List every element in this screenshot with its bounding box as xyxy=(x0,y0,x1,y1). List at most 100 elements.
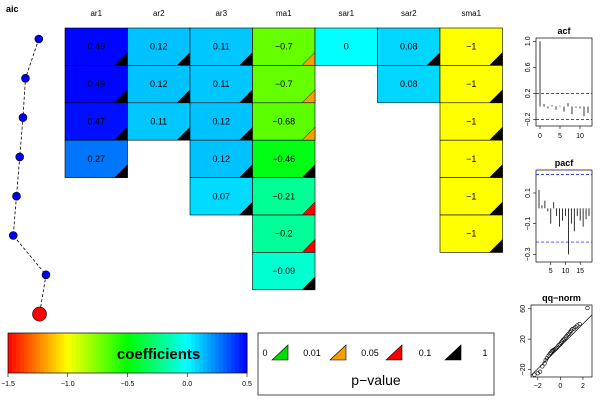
colorbar-segment xyxy=(231,333,236,373)
colorbar-segment xyxy=(243,333,248,373)
qq-ytick-label: −20 xyxy=(520,363,527,375)
aic-point xyxy=(15,152,25,162)
aic-point xyxy=(41,270,51,280)
qq-point xyxy=(543,358,548,363)
pvalue-swatch xyxy=(271,344,289,361)
qq-point xyxy=(577,321,582,327)
colorbar-segment xyxy=(11,333,17,373)
coefficient-label: 0.08 xyxy=(400,42,418,52)
aic-selected-point xyxy=(32,306,47,322)
qq-ytick-label: 60 xyxy=(520,305,527,313)
acf-ytick-label: 1.0 xyxy=(525,36,532,46)
coefficient-label: 0.12 xyxy=(212,154,230,164)
colorbar-segment xyxy=(159,333,164,373)
colorbar-segment xyxy=(59,333,65,373)
colorbar-segment xyxy=(239,333,244,373)
colorbar-segment xyxy=(23,333,29,373)
coefficient-label: 0.12 xyxy=(150,79,168,89)
colorbar-segment xyxy=(87,333,93,373)
qq-point xyxy=(540,364,545,369)
pvalue-swatch xyxy=(444,344,462,361)
colorbar-tick-label: −1.5 xyxy=(1,381,15,388)
coefficient-cell xyxy=(252,252,316,291)
coefficient-label: −1 xyxy=(466,229,476,239)
colorbar-segment xyxy=(163,333,168,373)
coefficient-cell xyxy=(127,65,191,104)
pvalue-break-label: 0.05 xyxy=(361,348,379,358)
colorbar-segment xyxy=(147,333,152,373)
coefficient-label: 0.11 xyxy=(213,42,230,52)
coefficient-label: 0.12 xyxy=(150,42,168,52)
coefficient-label: −1 xyxy=(466,117,476,127)
pacf-xtick-label: 10 xyxy=(562,268,570,275)
acf-xtick-label: 10 xyxy=(576,133,584,140)
colorbar-segment xyxy=(8,333,13,373)
colorbar-segment xyxy=(215,333,220,373)
aic-line xyxy=(12,38,47,315)
coefficient-label: −0.68 xyxy=(272,117,295,127)
coefficient-cell xyxy=(439,139,503,178)
colorbar-segment xyxy=(35,333,41,373)
aic-title: aic xyxy=(6,4,19,14)
colorbar-segment xyxy=(127,333,132,373)
pvalue-legend-frame xyxy=(257,332,495,396)
coefficient-label: 0.47 xyxy=(87,117,105,127)
colorbar-segment xyxy=(119,333,125,373)
column-header: sma1 xyxy=(461,9,481,18)
colorbar-segment xyxy=(179,333,184,373)
coefficient-cell xyxy=(314,27,378,66)
coefficient-cell xyxy=(252,27,316,66)
colorbar-segment xyxy=(75,333,81,373)
coefficient-colorbar: coefficients −1.5 −1.0 −0.5 0.0 0.5 xyxy=(1,332,252,388)
aic-panel: aic xyxy=(6,4,51,322)
pvalue-break-label: 1 xyxy=(482,348,487,358)
colorbar-segment xyxy=(63,333,69,373)
coefficient-cell xyxy=(377,27,441,66)
qq-xtick-label: 0 xyxy=(558,383,562,390)
pvalue-marker xyxy=(301,276,316,291)
coefficient-cell xyxy=(127,102,191,141)
acf-xtick-label: 0 xyxy=(538,133,542,140)
colorbar-segment xyxy=(55,333,61,373)
colorbar-segment xyxy=(135,333,140,373)
colorbar-segment xyxy=(91,333,97,373)
colorbar-segment xyxy=(191,333,196,373)
coefficient-label: 0.12 xyxy=(212,117,230,127)
coefficient-label: 0.08 xyxy=(400,79,418,89)
pvalue-marker xyxy=(488,238,503,253)
coefficient-cell xyxy=(439,102,503,141)
colorbar-segment xyxy=(143,333,148,373)
coefficient-label: −0.09 xyxy=(272,266,295,276)
colorbar-segment xyxy=(155,333,160,373)
column-header: ma1 xyxy=(276,9,292,18)
coefficient-label: −0.2 xyxy=(275,229,293,239)
pvalue-break-label: 0.01 xyxy=(303,348,321,358)
coefficient-cell xyxy=(252,102,316,141)
coefficient-cell xyxy=(64,65,128,104)
colorbar-segment xyxy=(175,333,180,373)
column-header: ar1 xyxy=(90,9,102,18)
coefficient-cell xyxy=(189,177,253,216)
colorbar-segment xyxy=(139,333,144,373)
colorbar-segment xyxy=(203,333,208,373)
colorbar-segment xyxy=(131,333,136,373)
colorbar-segment xyxy=(71,333,77,373)
pacf-ytick-label: −0.3 xyxy=(525,247,532,261)
qqnorm-panel-title: qq−norm xyxy=(542,293,581,303)
coefficient-label: −1 xyxy=(466,154,476,164)
qq-point xyxy=(532,372,537,377)
qq-ytick-label: 20 xyxy=(520,335,527,343)
colorbar-segment xyxy=(123,333,128,373)
pvalue-legend: 0 0.01 0.05 0.1 1 p−value xyxy=(257,332,495,396)
coefficient-cell xyxy=(439,177,503,216)
colorbar-segment xyxy=(15,333,21,373)
aic-point xyxy=(8,231,18,240)
coefficient-label: 0.49 xyxy=(87,79,105,89)
colorbar-tick-label: 0.5 xyxy=(242,381,252,388)
qq-xtick-label: −2 xyxy=(534,383,542,390)
coefficient-label: −0.7 xyxy=(275,42,293,52)
acf-xtick-label: 5 xyxy=(558,133,562,140)
colorbar-segment xyxy=(27,333,33,373)
colorbar-segment xyxy=(199,333,204,373)
